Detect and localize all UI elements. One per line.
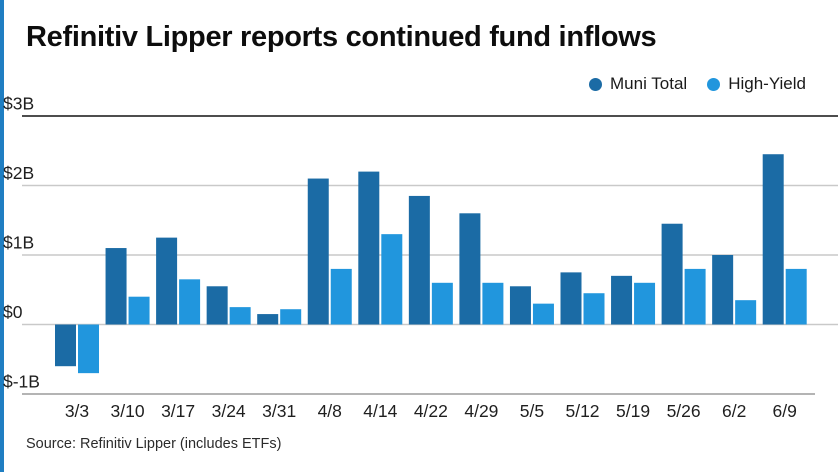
bar-high-yield — [532, 303, 554, 325]
bar-muni-total — [661, 223, 683, 325]
bar-high-yield — [583, 293, 605, 325]
legend: Muni Total High-Yield — [589, 74, 806, 94]
bar-muni-total — [206, 286, 228, 325]
bar-muni-total — [762, 154, 784, 325]
x-tick-label: 6/9 — [773, 401, 797, 421]
bar-high-yield — [128, 296, 150, 325]
muni-total-dot-icon — [589, 77, 603, 91]
bar-muni-total — [560, 272, 582, 325]
legend-label-muni-total: Muni Total — [610, 74, 688, 93]
y-tick-label: $-1B — [3, 372, 40, 392]
x-tick-label: 3/3 — [65, 401, 89, 421]
bar-muni-total — [712, 255, 734, 325]
x-tick-label: 5/5 — [520, 401, 544, 421]
bar-muni-total — [307, 178, 329, 325]
left-accent-strip — [0, 0, 4, 472]
bar-muni-total — [105, 248, 127, 325]
bar-high-yield — [482, 282, 504, 325]
bar-muni-total — [257, 314, 279, 325]
y-tick-label: $2B — [3, 163, 34, 183]
y-tick-label: $1B — [3, 233, 34, 253]
bar-high-yield — [280, 309, 302, 325]
bar-high-yield — [179, 279, 201, 325]
bar-muni-total — [509, 286, 531, 325]
source-attribution: Source: Refinitiv Lipper (includes ETFs) — [26, 436, 282, 452]
x-tick-label: 4/29 — [464, 401, 498, 421]
x-tick-label: 3/31 — [262, 401, 296, 421]
x-tick-label: 3/24 — [212, 401, 246, 421]
bar-high-yield — [431, 282, 453, 325]
x-tick-label: 3/17 — [161, 401, 195, 421]
chart-title: Refinitiv Lipper reports continued fund … — [26, 21, 657, 53]
bar-high-yield — [785, 268, 807, 325]
x-tick-label: 4/22 — [414, 401, 448, 421]
x-tick-label: 6/2 — [722, 401, 746, 421]
bar-muni-total — [611, 275, 633, 325]
bar-muni-total — [358, 171, 380, 325]
bar-muni-total — [408, 195, 430, 325]
bar-high-yield — [330, 268, 352, 325]
legend-item-muni-total: Muni Total — [589, 74, 687, 94]
high-yield-dot-icon — [707, 77, 721, 91]
y-tick-label: $3B — [3, 94, 34, 114]
bar-high-yield — [684, 268, 706, 325]
x-tick-label: 5/12 — [565, 401, 599, 421]
bar-high-yield — [229, 307, 251, 325]
x-tick-label: 4/14 — [363, 401, 397, 421]
legend-item-high-yield: High-Yield — [707, 74, 806, 94]
x-tick-label: 5/26 — [667, 401, 701, 421]
bar-muni-total — [459, 213, 481, 325]
y-tick-label: $0 — [3, 302, 23, 322]
bar-muni-total — [55, 324, 76, 367]
x-tick-label: 5/19 — [616, 401, 650, 421]
x-tick-label: 4/8 — [318, 401, 342, 421]
bar-high-yield — [634, 282, 656, 325]
bar-muni-total — [156, 237, 178, 325]
bar-high-yield — [381, 234, 403, 325]
x-tick-label: 3/10 — [111, 401, 145, 421]
bar-high-yield — [78, 324, 99, 374]
bar-high-yield — [735, 300, 757, 325]
legend-label-high-yield: High-Yield — [728, 74, 806, 93]
